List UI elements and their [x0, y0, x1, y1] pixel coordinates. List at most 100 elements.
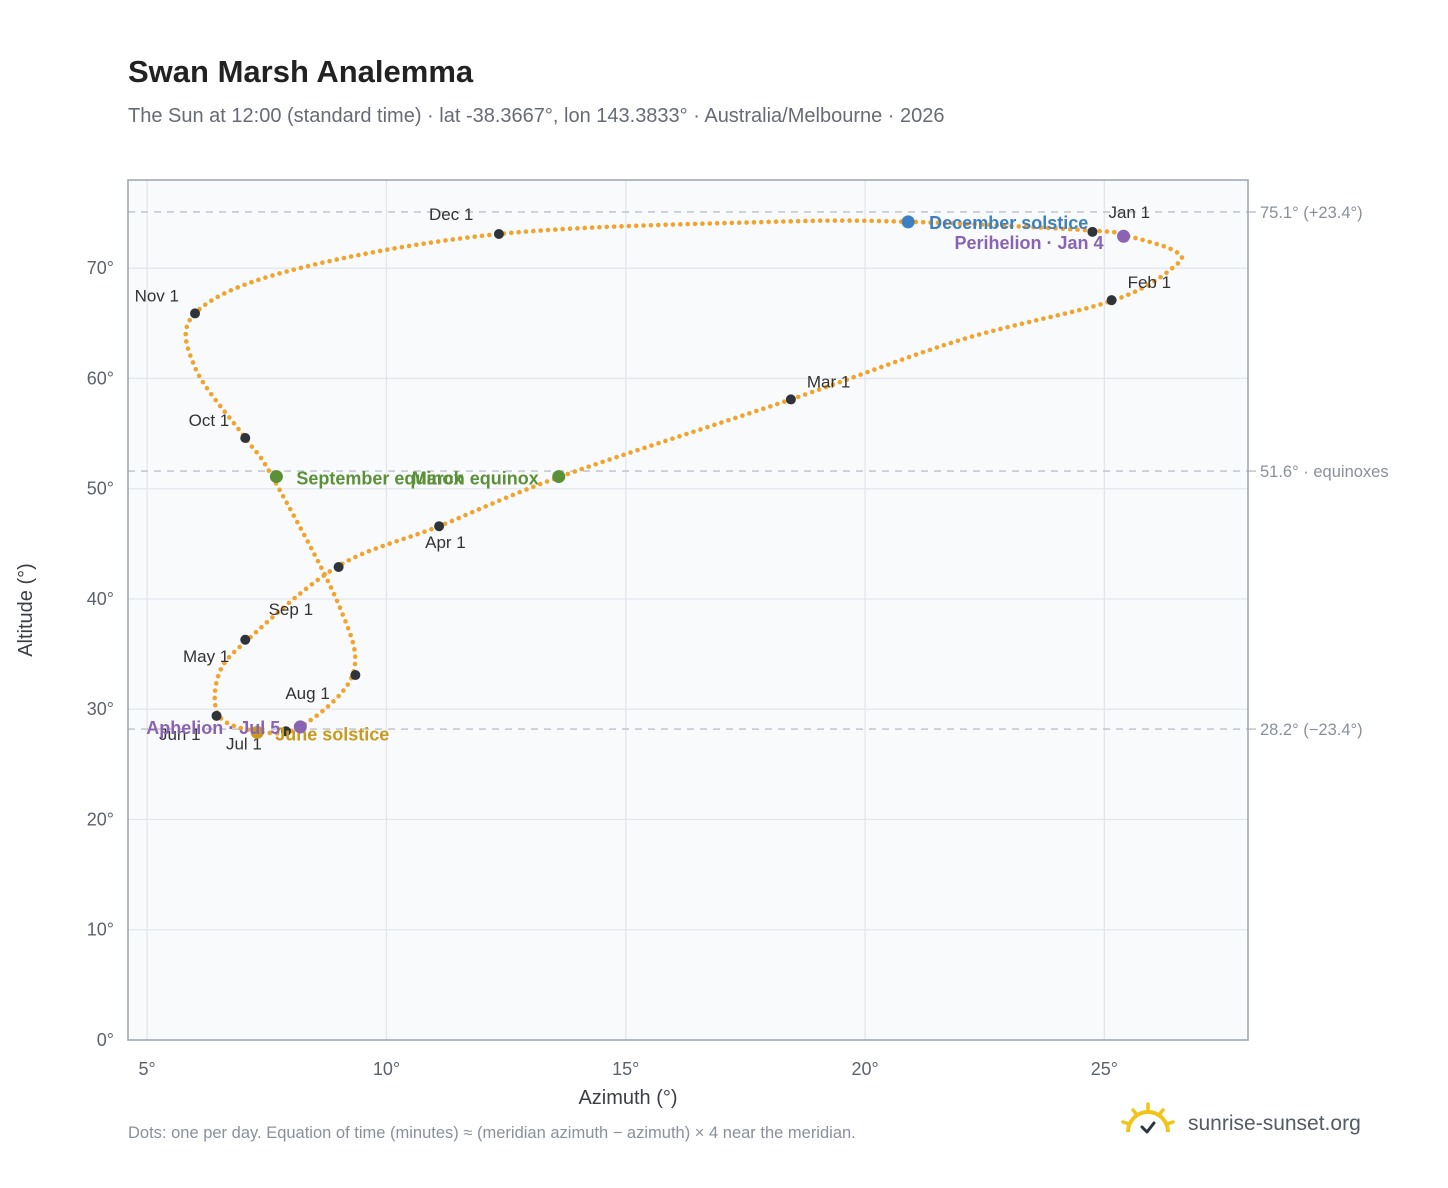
daily-dot	[839, 218, 845, 223]
daily-dot	[649, 443, 654, 448]
chart-subtitle: The Sun at 12:00 (standard time) · lat -…	[128, 105, 945, 127]
daily-dot	[348, 254, 354, 259]
daily-dot	[1060, 226, 1066, 232]
daily-dot	[751, 220, 757, 225]
daily-dot	[987, 222, 992, 228]
daily-dot	[976, 332, 982, 337]
daily-dot	[795, 218, 801, 224]
daily-dot	[560, 226, 565, 232]
daily-dot	[479, 233, 485, 239]
brand-logo[interactable]: sunrise-sunset.org	[1120, 1102, 1361, 1146]
daily-dot	[465, 235, 470, 240]
daily-dot	[190, 360, 196, 365]
daily-dot	[1133, 235, 1138, 241]
daily-dot	[830, 382, 836, 387]
daily-dot	[238, 725, 244, 731]
daily-dot	[341, 688, 346, 693]
daily-dot	[913, 352, 919, 357]
daily-dot	[955, 338, 961, 344]
month-point	[1106, 295, 1117, 306]
daily-dot	[373, 546, 379, 551]
daily-dot	[213, 681, 219, 686]
daily-dot	[320, 708, 325, 714]
daily-dot	[350, 639, 356, 645]
event-point	[269, 470, 283, 484]
daily-dot	[1161, 243, 1167, 249]
daily-dot	[228, 288, 234, 293]
daily-dot	[1053, 226, 1058, 231]
daily-dot	[184, 324, 190, 330]
daily-dot	[628, 450, 633, 455]
daily-dot	[1174, 250, 1180, 255]
daily-dot	[1126, 292, 1131, 297]
daily-dot	[642, 445, 647, 451]
daily-dot	[1175, 261, 1181, 266]
daily-dot	[740, 413, 745, 418]
month-point	[493, 229, 504, 240]
daily-dot	[879, 364, 884, 370]
daily-dot	[517, 489, 522, 495]
daily-dot	[212, 688, 218, 693]
daily-dot	[346, 557, 352, 563]
daily-dot	[719, 420, 724, 425]
daily-dot	[215, 294, 221, 300]
daily-dot	[449, 518, 455, 524]
daily-dot	[586, 464, 591, 469]
daily-dot	[544, 479, 550, 484]
daily-dot	[670, 436, 675, 441]
daily-dot	[1091, 304, 1096, 309]
daily-dot	[865, 369, 870, 375]
daily-dot	[891, 219, 897, 224]
daily-dot	[343, 619, 348, 624]
daily-dot	[626, 223, 632, 229]
daily-dot	[531, 484, 536, 490]
daily-dot	[802, 392, 808, 397]
analemma-curve	[183, 218, 1185, 736]
daily-dot	[264, 620, 270, 625]
x-tick-label: 5°	[139, 1059, 156, 1079]
daily-dot	[408, 534, 413, 539]
month-label: Feb 1	[1128, 273, 1171, 292]
daily-dot	[303, 586, 309, 592]
daily-dot	[1140, 237, 1145, 243]
daily-dot	[236, 426, 241, 432]
daily-dot	[816, 387, 822, 392]
daily-dot	[872, 367, 877, 372]
daily-dot	[469, 509, 475, 515]
daily-dot	[899, 357, 905, 362]
daily-dot	[483, 504, 489, 509]
daily-dot	[428, 240, 434, 245]
daily-dot	[496, 498, 502, 503]
daily-dot	[972, 221, 977, 227]
daily-dot	[1005, 324, 1010, 330]
month-label: Aug 1	[285, 684, 329, 703]
daily-dot	[202, 302, 208, 307]
daily-dot	[414, 242, 419, 248]
daily-dot	[270, 615, 275, 620]
daily-dot	[305, 539, 311, 544]
event-label: Perihelion · Jan 4	[955, 233, 1104, 253]
daily-dot	[406, 243, 412, 249]
daily-dot	[1026, 319, 1032, 325]
sun-logo-icon	[1121, 1102, 1175, 1134]
daily-dot	[472, 234, 477, 240]
daily-dot	[308, 545, 314, 551]
daily-dot	[266, 468, 272, 473]
daily-dot	[245, 727, 251, 733]
daily-dot	[213, 397, 218, 403]
daily-dot	[212, 703, 218, 708]
daily-dot	[948, 340, 954, 346]
daily-dot	[1055, 313, 1061, 318]
daily-dot	[503, 495, 509, 501]
reference-lines: 75.1° (+23.4°) 51.6° · equinoxes 28.2° (−2…	[128, 204, 1389, 739]
daily-dot	[1111, 229, 1117, 235]
daily-dot	[633, 223, 639, 229]
daily-dot	[775, 401, 780, 407]
daily-dot	[487, 232, 492, 238]
daily-dot	[463, 512, 468, 518]
month-point	[1087, 226, 1098, 237]
daily-dot	[714, 220, 720, 226]
daily-dot	[284, 269, 289, 274]
daily-dot	[508, 230, 514, 236]
daily-dot	[287, 506, 293, 512]
